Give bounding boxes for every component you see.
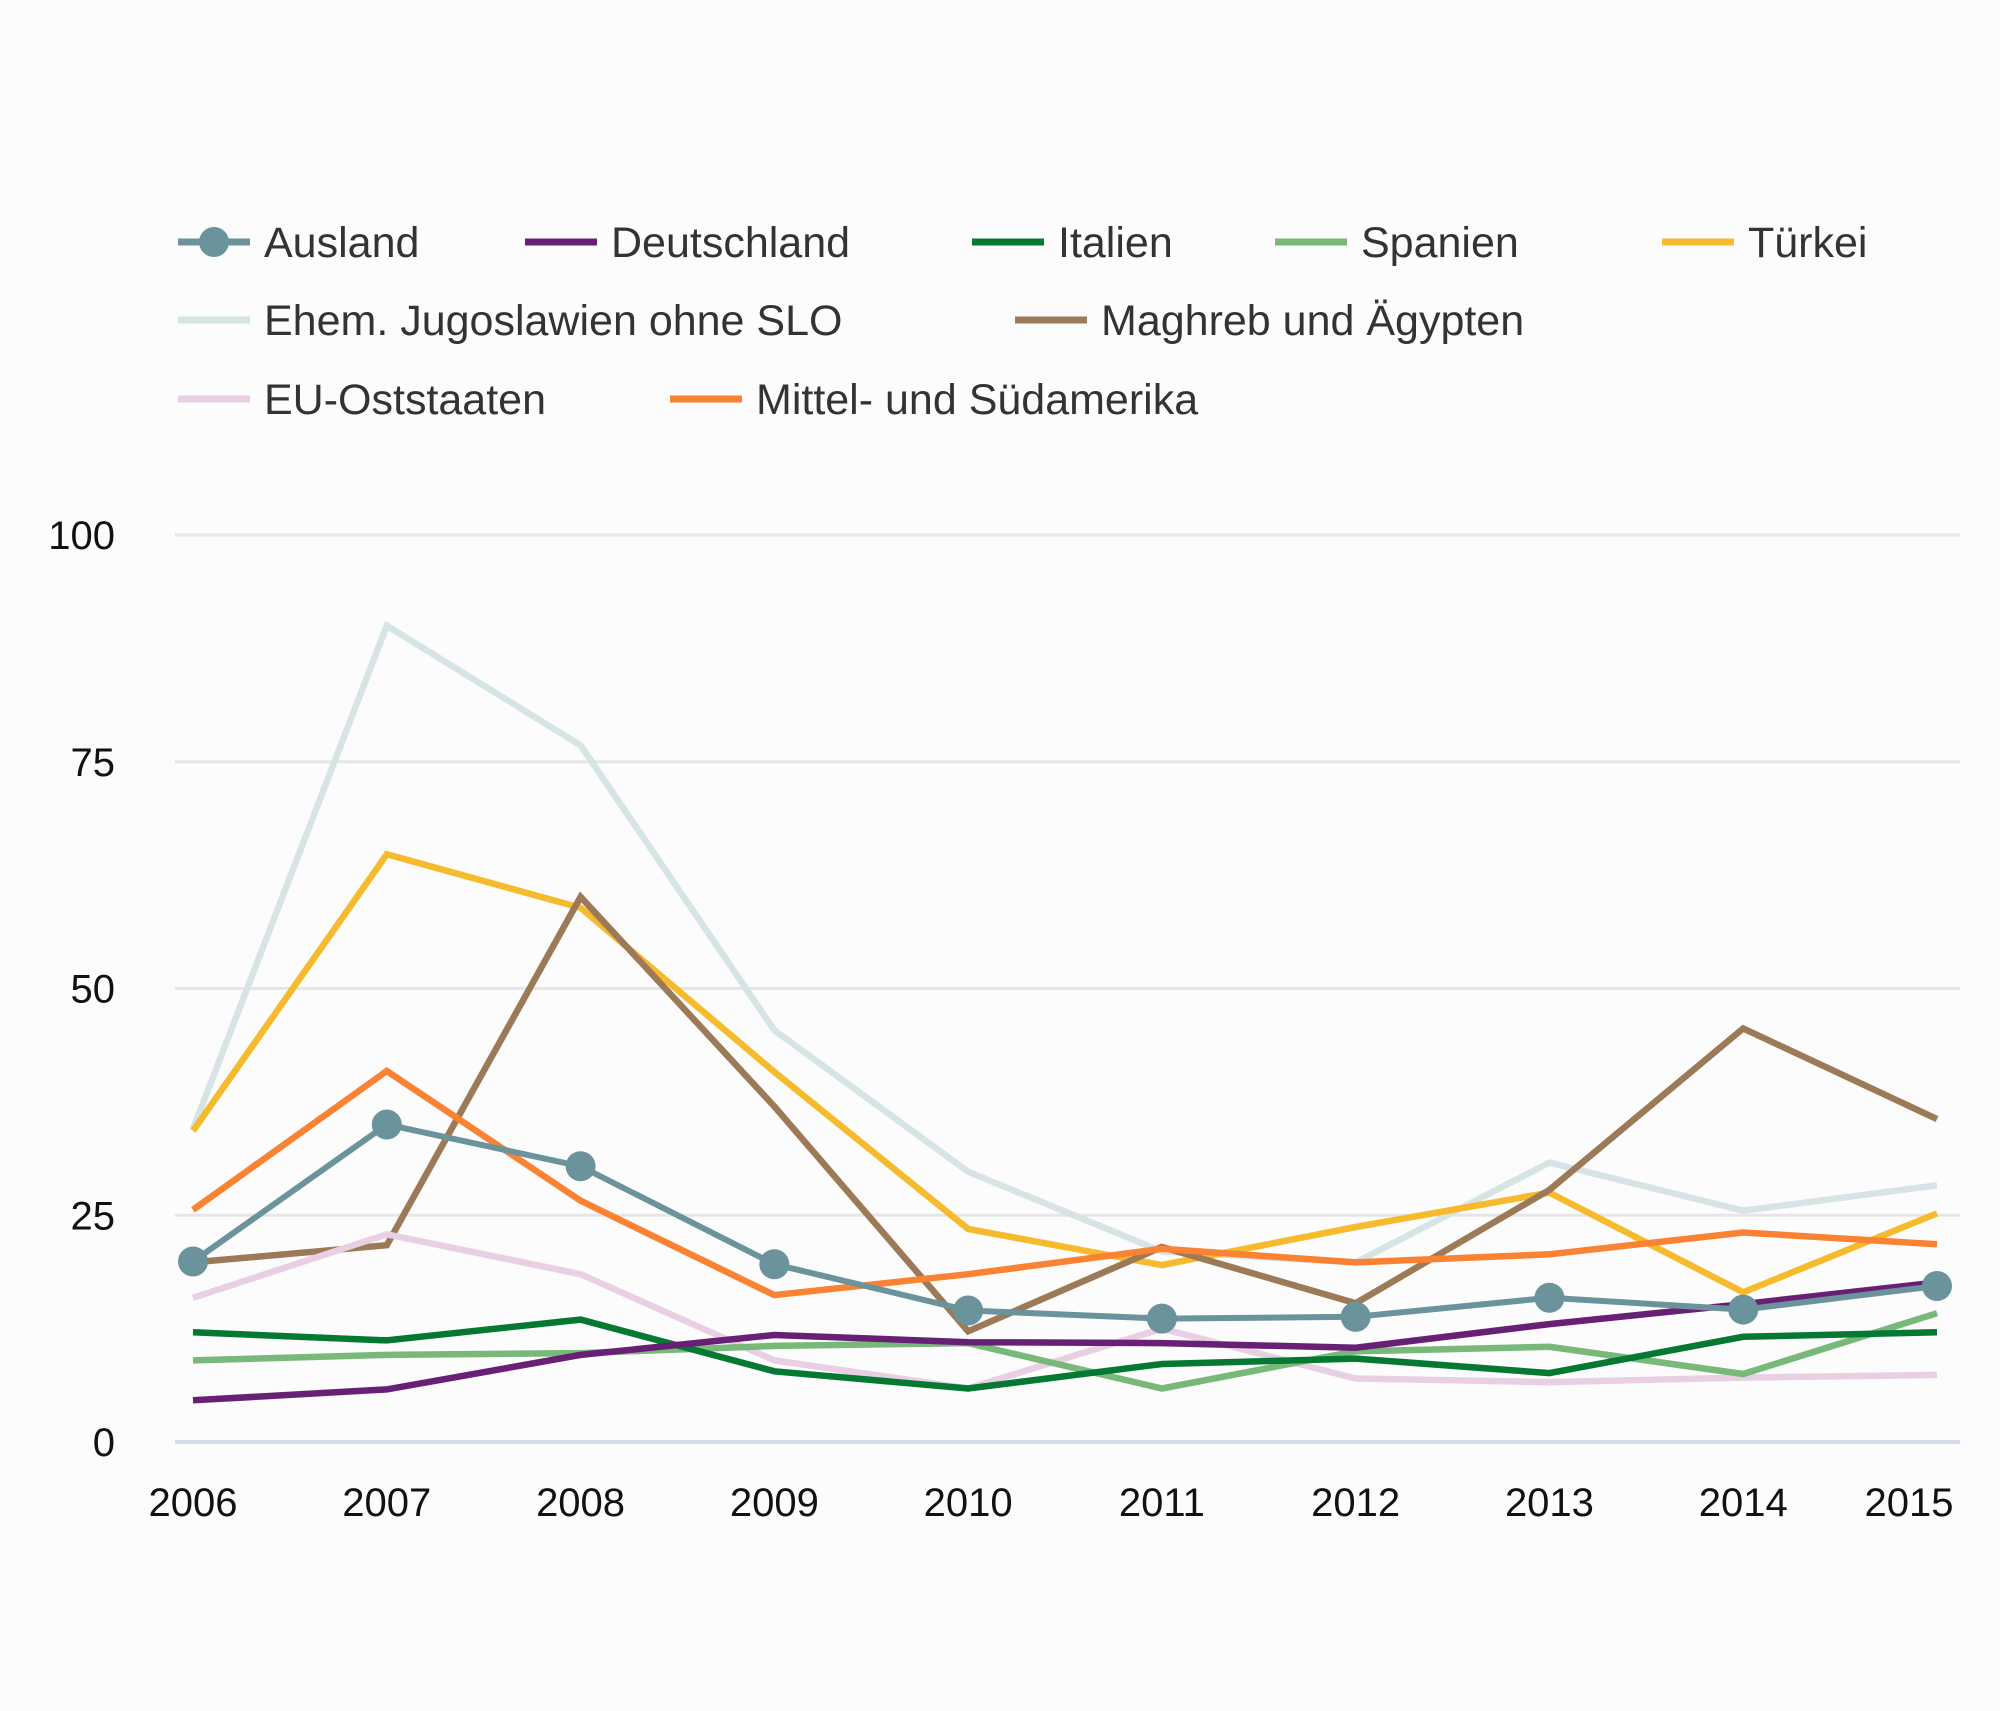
- legend-marker-ausland: [199, 227, 229, 257]
- legend-label: Türkei: [1748, 219, 1867, 267]
- legend-label: Mittel- und Südamerika: [756, 376, 1198, 424]
- series-line-deutschland: [192, 1279, 1938, 1404]
- legend-label: Ausland: [264, 219, 419, 267]
- legend-label: Deutschland: [611, 219, 850, 267]
- data-point-ausland: [1922, 1270, 1952, 1301]
- series-group: [178, 620, 1952, 1404]
- series-line-maghreb-und-gypten: [192, 891, 1939, 1336]
- x-tick-label: 2008: [536, 1481, 625, 1525]
- data-point-ausland: [371, 1109, 402, 1140]
- data-point-ausland: [1340, 1301, 1371, 1332]
- data-point-ausland: [565, 1151, 596, 1182]
- legend-item-t-rkei: Türkei: [1662, 219, 1867, 267]
- series-line-ehem-jugoslawien-ohne-slo: [189, 620, 1938, 1266]
- data-point-ausland: [1534, 1282, 1565, 1313]
- legend-item-eu-oststaaten: EU-Oststaaten: [178, 376, 546, 424]
- legend-label: EU-Oststaaten: [264, 376, 546, 424]
- y-tick-label: 50: [71, 968, 116, 1012]
- legend-item-spanien: Spanien: [1275, 219, 1519, 267]
- x-tick-label: 2013: [1505, 1481, 1594, 1525]
- legend-label: Italien: [1058, 219, 1173, 267]
- data-point-ausland: [953, 1295, 984, 1326]
- data-point-ausland: [178, 1246, 208, 1277]
- legend-item-italien: Italien: [972, 219, 1173, 267]
- series-line-spanien: [192, 1310, 1938, 1392]
- series-line-eu-oststaaten: [191, 1230, 1938, 1392]
- y-tick-label: 25: [71, 1194, 116, 1238]
- y-tick-label: 75: [71, 741, 116, 785]
- x-tick-label: 2006: [149, 1481, 238, 1525]
- x-tick-label: 2012: [1311, 1481, 1400, 1525]
- x-tick-label: 2010: [924, 1481, 1013, 1525]
- series-line-italien: [192, 1316, 1938, 1392]
- y-axis: 0 25 50 75 100: [48, 514, 115, 1465]
- y-tick-label: 100: [48, 514, 115, 558]
- data-point-ausland: [1146, 1303, 1177, 1334]
- x-tick-label: 2014: [1699, 1481, 1788, 1525]
- x-tick-label: 2011: [1119, 1481, 1205, 1525]
- x-axis: 2006 2007 2008 2009 2010 2011 2012 2013 2014 2015: [149, 1481, 1954, 1525]
- legend-item-ausland: Ausland: [178, 219, 419, 267]
- data-point-ausland: [1728, 1294, 1759, 1325]
- x-tick-label: 2015: [1865, 1481, 1954, 1525]
- legend-item-mittel-und-s-damerika: Mittel- und Südamerika: [670, 376, 1198, 424]
- y-tick-label: 0: [93, 1421, 115, 1465]
- legend-item-ehem-jugoslawien-ohne-slo: Ehem. Jugoslawien ohne SLO: [178, 297, 842, 345]
- legend-label: Spanien: [1361, 219, 1519, 267]
- series-line-ausland: [191, 1121, 1938, 1322]
- x-tick-label: 2007: [342, 1481, 431, 1525]
- legend: Ausland Deutschland Italien Spanien Türkei Eh…: [178, 219, 1867, 424]
- legend-item-maghreb-und-gypten: Maghreb und Ägypten: [1015, 297, 1524, 345]
- data-point-ausland: [759, 1249, 790, 1280]
- legend-label: Maghreb und Ägypten: [1101, 297, 1524, 345]
- legend-label: Ehem. Jugoslawien ohne SLO: [264, 297, 842, 345]
- legend-item-deutschland: Deutschland: [525, 219, 850, 267]
- series-line-mittel-und-s-damerika: [191, 1067, 1938, 1299]
- x-tick-label: 2009: [730, 1481, 819, 1525]
